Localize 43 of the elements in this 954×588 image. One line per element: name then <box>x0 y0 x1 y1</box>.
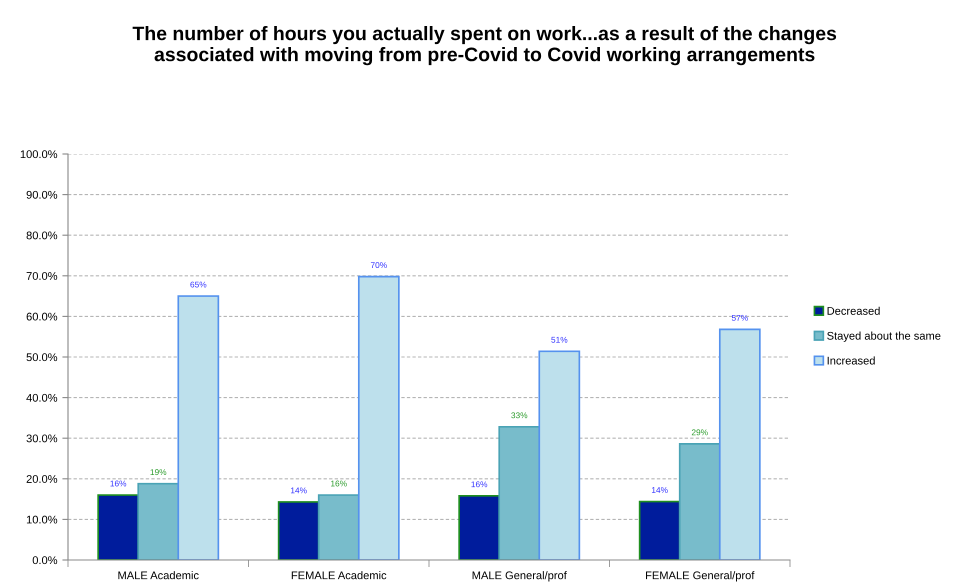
x-tick-label: MALE Academic <box>118 571 199 580</box>
legend-label: Increased <box>828 356 875 365</box>
data-label: 16% <box>331 480 347 486</box>
data-label: 65% <box>190 282 206 288</box>
y-tick-label: 80.0% <box>26 231 58 240</box>
y-tick-label: 70.0% <box>26 272 58 280</box>
bar <box>278 501 320 560</box>
data-label: 33% <box>511 412 528 418</box>
bar <box>718 328 761 560</box>
data-label: 19% <box>150 469 166 476</box>
y-tick-label: 20.0% <box>26 475 58 483</box>
data-label: 57% <box>732 314 748 321</box>
bar <box>97 494 140 560</box>
bar <box>638 500 681 560</box>
bar <box>678 443 721 560</box>
y-tick-label: 0.0% <box>32 556 58 564</box>
y-tick-label: 40.0% <box>26 394 58 402</box>
data-label: 16% <box>471 481 488 488</box>
data-label: 29% <box>692 429 708 436</box>
bar <box>177 295 220 560</box>
bar <box>538 350 580 560</box>
data-label: 14% <box>290 487 307 494</box>
x-tick-label: MALE General/prof <box>472 571 567 582</box>
legend-label: Stayed about the same <box>827 332 940 342</box>
bar <box>498 426 540 560</box>
bar <box>137 482 180 560</box>
data-label: 70% <box>370 262 387 268</box>
x-tick-label: FEMALE General/prof <box>646 571 754 582</box>
chart-title: The number of hours you actually spent on work...as a result of the changes associated with moving from pre-Covid to Covid working arrangements <box>132 26 836 66</box>
x-tick-label: FEMALE Academic <box>292 571 386 580</box>
y-tick-label: 10.0% <box>26 516 58 524</box>
bar <box>318 494 360 560</box>
y-tick-label: 90.0% <box>26 190 58 199</box>
y-tick-label: 30.0% <box>26 434 58 442</box>
bar <box>458 495 500 560</box>
data-label: 51% <box>551 336 568 343</box>
bar <box>358 276 400 560</box>
data-label: 16% <box>110 480 126 486</box>
y-tick-label: 50.0% <box>26 353 58 362</box>
data-label: 14% <box>652 487 668 493</box>
y-tick-label: 100.0% <box>20 150 58 158</box>
y-tick-label: 60.0% <box>26 312 58 321</box>
legend-label: Decreased <box>828 306 880 315</box>
